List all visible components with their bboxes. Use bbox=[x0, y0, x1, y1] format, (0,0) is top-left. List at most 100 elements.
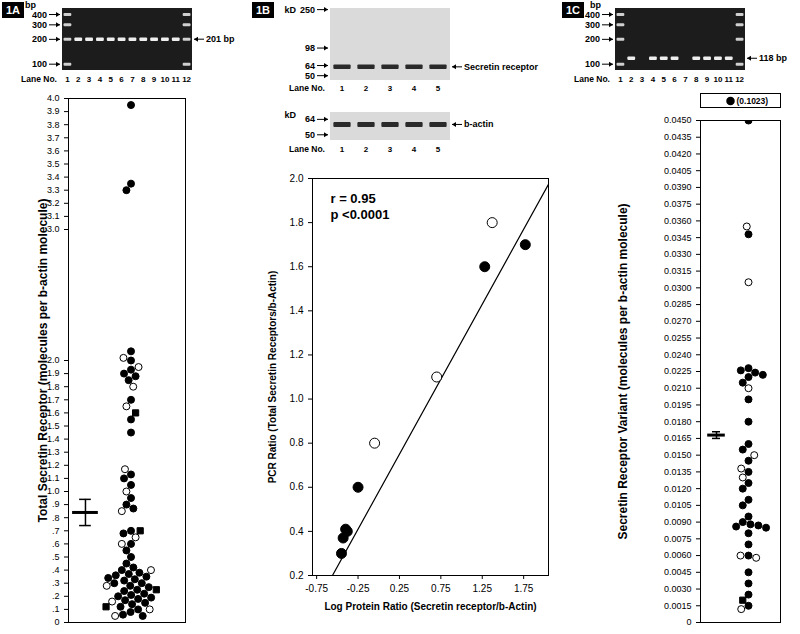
svg-text:0.0075: 0.0075 bbox=[664, 534, 692, 544]
svg-text:0.0285: 0.0285 bbox=[664, 299, 692, 309]
svg-text:Lane No.: Lane No. bbox=[574, 74, 610, 84]
svg-text:.5: .5 bbox=[52, 552, 60, 562]
svg-text:50: 50 bbox=[305, 71, 315, 81]
svg-text:b-actin: b-actin bbox=[464, 119, 494, 129]
svg-text:0.4: 0.4 bbox=[290, 526, 304, 537]
svg-text:64: 64 bbox=[305, 114, 315, 124]
svg-text:0.0450: 0.0450 bbox=[664, 115, 692, 125]
svg-text:7: 7 bbox=[130, 75, 135, 84]
svg-text:5: 5 bbox=[109, 75, 114, 84]
svg-text:4: 4 bbox=[651, 75, 656, 84]
svg-text:4: 4 bbox=[412, 145, 417, 154]
svg-text:200: 200 bbox=[585, 34, 600, 44]
svg-text:0.0375: 0.0375 bbox=[664, 199, 692, 209]
svg-text:.6: .6 bbox=[52, 539, 60, 549]
svg-text:Secretin receptor: Secretin receptor bbox=[464, 62, 539, 72]
svg-text:3.3: 3.3 bbox=[47, 185, 60, 195]
svg-text:10: 10 bbox=[713, 75, 722, 84]
svg-text:0.0135: 0.0135 bbox=[664, 467, 692, 477]
svg-text:5: 5 bbox=[436, 84, 441, 93]
svg-text:0.0405: 0.0405 bbox=[664, 166, 692, 176]
svg-text:1: 1 bbox=[618, 75, 623, 84]
svg-text:0.25: 0.25 bbox=[390, 583, 410, 594]
svg-text:.1: .1 bbox=[52, 604, 60, 614]
svg-text:1.25: 1.25 bbox=[473, 583, 493, 594]
svg-text:kD: kD bbox=[284, 110, 296, 120]
svg-text:.4: .4 bbox=[52, 565, 60, 575]
svg-text:3: 3 bbox=[87, 75, 92, 84]
svg-text:3: 3 bbox=[640, 75, 645, 84]
svg-text:r = 0.95p <0.0001: r = 0.95p <0.0001 bbox=[331, 190, 390, 222]
svg-text:0.2: 0.2 bbox=[290, 570, 304, 581]
svg-text:100: 100 bbox=[585, 59, 600, 69]
svg-text:1.75: 1.75 bbox=[514, 583, 534, 594]
svg-text:0.0195: 0.0195 bbox=[664, 400, 692, 410]
svg-text:1.6: 1.6 bbox=[290, 261, 304, 272]
svg-text:.7: .7 bbox=[52, 526, 60, 536]
svg-text:0.0165: 0.0165 bbox=[664, 433, 692, 443]
svg-text:bp: bp bbox=[25, 0, 36, 10]
svg-text:0.0300: 0.0300 bbox=[664, 283, 692, 293]
svg-text:2: 2 bbox=[364, 145, 369, 154]
svg-text:0.0030: 0.0030 bbox=[664, 584, 692, 594]
svg-text:0.0225: 0.0225 bbox=[664, 366, 692, 376]
svg-text:0.0150: 0.0150 bbox=[664, 450, 692, 460]
svg-text:1.2: 1.2 bbox=[290, 349, 304, 360]
svg-text:0.0330: 0.0330 bbox=[664, 249, 692, 259]
svg-text:0.0360: 0.0360 bbox=[664, 216, 692, 226]
svg-text:64: 64 bbox=[305, 61, 315, 71]
svg-text:5: 5 bbox=[436, 145, 441, 154]
svg-text:0.0315: 0.0315 bbox=[664, 266, 692, 276]
svg-text:1: 1 bbox=[65, 75, 70, 84]
svg-text:300: 300 bbox=[585, 20, 600, 30]
svg-text:0.6: 0.6 bbox=[290, 481, 304, 492]
svg-text:Lane No.: Lane No. bbox=[21, 74, 57, 84]
svg-text:11: 11 bbox=[725, 75, 734, 84]
svg-text:0.0060: 0.0060 bbox=[664, 550, 692, 560]
svg-text:Secretin Receptor Variant (mol: Secretin Receptor Variant (molecules per… bbox=[616, 203, 630, 539]
svg-text:3.7: 3.7 bbox=[47, 133, 60, 143]
svg-text:11: 11 bbox=[172, 75, 181, 84]
svg-text:1: 1 bbox=[340, 145, 345, 154]
svg-text:.2: .2 bbox=[52, 591, 60, 601]
svg-text:100: 100 bbox=[32, 59, 47, 69]
svg-text:5: 5 bbox=[662, 75, 667, 84]
svg-text:0.0270: 0.0270 bbox=[664, 316, 692, 326]
svg-text:.3: .3 bbox=[52, 578, 60, 588]
svg-text:3: 3 bbox=[388, 84, 393, 93]
svg-text:98: 98 bbox=[305, 43, 315, 53]
svg-text:0.0420: 0.0420 bbox=[664, 149, 692, 159]
svg-text:kD: kD bbox=[284, 5, 296, 15]
svg-text:0.75: 0.75 bbox=[431, 583, 451, 594]
svg-text:3.4: 3.4 bbox=[47, 172, 60, 182]
svg-text:8: 8 bbox=[694, 75, 699, 84]
svg-text:0.0210: 0.0210 bbox=[664, 383, 692, 393]
svg-text:3.5: 3.5 bbox=[47, 159, 60, 169]
svg-text:6: 6 bbox=[672, 75, 677, 84]
svg-text:2: 2 bbox=[629, 75, 634, 84]
svg-text:0.0015: 0.0015 bbox=[664, 601, 692, 611]
svg-text:3: 3 bbox=[388, 145, 393, 154]
svg-text:1.0: 1.0 bbox=[290, 393, 304, 404]
svg-text:12: 12 bbox=[735, 75, 744, 84]
svg-text:0.8: 0.8 bbox=[290, 437, 304, 448]
svg-text:12: 12 bbox=[182, 75, 191, 84]
svg-text:400: 400 bbox=[585, 10, 600, 20]
svg-text:(0.1023): (0.1023) bbox=[737, 96, 769, 106]
svg-text:8: 8 bbox=[141, 75, 146, 84]
svg-text:0.0345: 0.0345 bbox=[664, 233, 692, 243]
svg-text:Log Protein Ratio (Secretin re: Log Protein Ratio (Secretin receptor/b-A… bbox=[324, 601, 536, 612]
svg-text:200: 200 bbox=[32, 34, 47, 44]
svg-text:-0.75: -0.75 bbox=[305, 583, 328, 594]
svg-text:bp: bp bbox=[590, 0, 601, 10]
svg-text:4: 4 bbox=[98, 75, 103, 84]
svg-text:-0.25: -0.25 bbox=[347, 583, 370, 594]
svg-text:7: 7 bbox=[683, 75, 688, 84]
svg-text:2.0: 2.0 bbox=[290, 173, 304, 184]
svg-text:4: 4 bbox=[412, 84, 417, 93]
svg-text:1.8: 1.8 bbox=[290, 217, 304, 228]
svg-text:250: 250 bbox=[300, 5, 315, 15]
svg-text:3.9: 3.9 bbox=[47, 106, 60, 116]
svg-text:0.0255: 0.0255 bbox=[664, 333, 692, 343]
svg-text:0.0090: 0.0090 bbox=[664, 517, 692, 527]
